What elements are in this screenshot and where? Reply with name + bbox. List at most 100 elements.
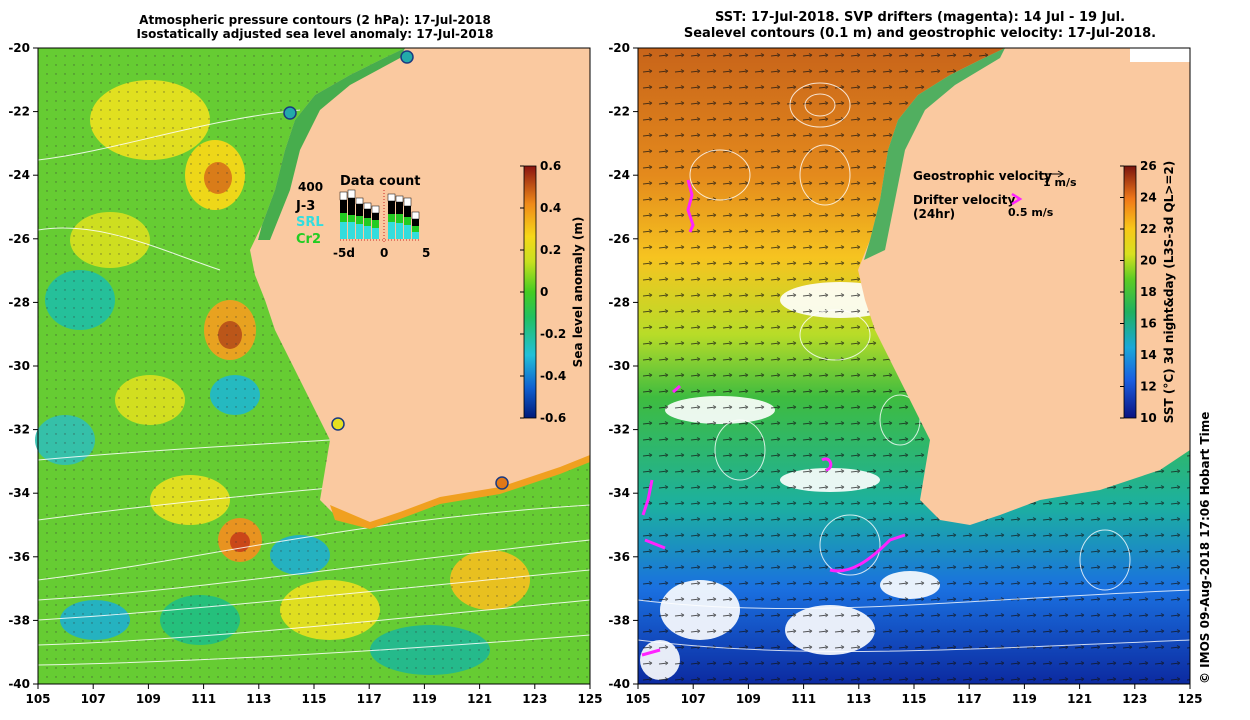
left-colorbar-label: Sea level anomaly (m)	[571, 217, 585, 368]
right-colorbar-label: SST (°C) 3d night&day (L3S-3d QL>=2)	[1162, 161, 1176, 424]
count-x-label: 0	[380, 246, 388, 260]
left-x-tick-label: 115	[301, 692, 326, 706]
mission-cr2: Cr2	[296, 232, 321, 247]
right-x-tick-label: 111	[791, 692, 816, 706]
left-x-tick-label: 123	[522, 692, 547, 706]
count-x-label: 5	[422, 246, 430, 260]
left-panel-title: Atmospheric pressure contours (2 hPa): 1…	[95, 13, 535, 41]
geo-velocity-speed: 1 m/s	[1043, 176, 1077, 189]
drifter-velocity-arrow	[1011, 192, 1023, 206]
velocity-legend: Geostrophic velocity 1 m/s Drifter veloc…	[913, 169, 1077, 221]
tide-gauge-marker	[400, 50, 414, 64]
left-x-tick-label: 113	[246, 692, 271, 706]
footer-credit: © IMOS 09-Aug-2018 17:06 Hobart Time	[1198, 412, 1212, 684]
data-count-title: Data count	[340, 174, 420, 189]
drifter-period: (24hr)	[913, 207, 955, 221]
right-y-tick-label: -36	[608, 550, 630, 564]
right-y-tick-label: -28	[608, 295, 630, 309]
data-count-bars	[339, 189, 420, 239]
sealevel-contours	[637, 82, 1191, 653]
right-x-tick-label: 119	[1012, 692, 1037, 706]
right-y-tick-label: -40	[608, 677, 630, 691]
right-x-tick-label: 107	[681, 692, 706, 706]
right-cb-tick-label: 16	[1140, 317, 1157, 331]
right-cb-tick-label: 12	[1140, 380, 1157, 394]
drifter-velocity-speed: 0.5 m/s	[1008, 206, 1054, 219]
left-colorbar-ticks: 0.6 0.4 0.2 0 -0.2 -0.4 -0.6	[520, 159, 566, 425]
right-map: Geostrophic velocity 1 m/s Drifter veloc…	[637, 47, 1191, 685]
right-cb-tick-label: 26	[1140, 159, 1157, 173]
left-y-tick-label: -26	[8, 232, 30, 246]
svp-drifters	[641, 179, 906, 657]
left-cb-tick-label: 0.2	[540, 243, 561, 257]
left-title-line1: Atmospheric pressure contours (2 hPa): 1…	[139, 13, 491, 27]
left-x-tick-label: 125	[577, 692, 602, 706]
left-title-line2: Isostatically adjusted sea level anomaly…	[136, 27, 494, 41]
left-y-tick-label: -20	[8, 41, 30, 55]
left-x-tick-label: 121	[467, 692, 492, 706]
mission-j3: J-3	[295, 199, 315, 214]
left-y-tick-label: -34	[8, 486, 30, 500]
geo-velocity-arrow	[1043, 170, 1064, 178]
left-cb-tick-label: -0.4	[540, 369, 566, 383]
left-x-tick-label: 105	[25, 692, 50, 706]
data-count-inset: Data count 400 J-3 SRL Cr2 -5d 0 5	[295, 174, 430, 260]
right-y-tick-label: -26	[608, 232, 630, 246]
left-y-tick-label: -30	[8, 359, 30, 373]
right-x-tick-label: 109	[736, 692, 761, 706]
left-axes: 105 107 109 111 113 115 117 119 121 123 125 -20 -22 -…	[8, 41, 602, 706]
left-y-tick-label: -38	[8, 613, 30, 627]
right-cb-tick-label: 18	[1140, 285, 1157, 299]
data-count-max: 400	[298, 180, 323, 194]
right-axes: 105 107 109 111 113 115 117 119 121 123 125 -20 -22 -…	[608, 41, 1202, 706]
right-cb-tick-label: 14	[1140, 348, 1157, 362]
right-x-tick-label: 121	[1067, 692, 1092, 706]
right-y-tick-label: -20	[608, 41, 630, 55]
right-x-tick-label: 115	[901, 692, 926, 706]
right-y-tick-label: -32	[608, 423, 630, 437]
right-title-line2: Sealevel contours (0.1 m) and geostrophi…	[683, 26, 1157, 41]
right-colorbar-ticks: 26 24 22 20 18 16 14 12 10	[1120, 159, 1157, 425]
right-x-tick-label: 105	[625, 692, 650, 706]
left-y-tick-label: -40	[8, 677, 30, 691]
right-y-tick-label: -34	[608, 486, 630, 500]
left-cb-tick-label: -0.2	[540, 327, 566, 341]
drifter-velocity-label: Drifter velocity	[913, 193, 1015, 207]
right-y-tick-label: -30	[608, 359, 630, 373]
left-map: Data count 400 J-3 SRL Cr2 -5d 0 5	[35, 47, 591, 685]
left-x-tick-label: 119	[412, 692, 437, 706]
mission-srl: SRL	[296, 215, 324, 230]
left-y-tick-label: -28	[8, 295, 30, 309]
right-australia-land	[858, 48, 1190, 525]
right-colorbar: 26 24 22 20 18 16 14 12 10 SST (°C) 3d night&day…	[1120, 159, 1176, 425]
left-australia-land	[250, 48, 590, 525]
left-colorbar: 0.6 0.4 0.2 0 -0.2 -0.4 -0.6 Sea level anomaly…	[520, 159, 585, 425]
tide-gauge-marker	[283, 106, 297, 120]
pressure-contours	[37, 109, 591, 666]
left-y-tick-label: -36	[8, 550, 30, 564]
left-x-tick-label: 109	[136, 692, 161, 706]
right-y-tick-label: -22	[608, 105, 630, 119]
right-cb-tick-label: 20	[1140, 254, 1157, 268]
left-y-tick-label: -24	[8, 168, 30, 182]
left-cb-tick-label: 0.6	[540, 159, 561, 173]
left-y-tick-label: -32	[8, 423, 30, 437]
left-cb-tick-label: 0	[540, 285, 548, 299]
right-x-tick-label: 117	[957, 692, 982, 706]
right-y-tick-label: -24	[608, 168, 630, 182]
right-x-tick-label: 125	[1177, 692, 1202, 706]
right-x-tick-label: 113	[846, 692, 871, 706]
tide-gauge-marker	[331, 417, 345, 431]
right-cb-tick-label: 10	[1140, 411, 1157, 425]
right-cb-tick-label: 22	[1140, 222, 1157, 236]
right-y-tick-label: -38	[608, 613, 630, 627]
tide-gauge-marker	[495, 476, 509, 490]
right-x-tick-label: 123	[1122, 692, 1147, 706]
left-y-tick-label: -22	[8, 105, 30, 119]
left-cb-tick-label: 0.4	[540, 201, 561, 215]
count-x-label: -5d	[333, 246, 355, 260]
left-cb-tick-label: -0.6	[540, 411, 566, 425]
left-x-tick-label: 107	[81, 692, 106, 706]
right-panel-title: SST: 17-Jul-2018. SVP drifters (magenta)…	[660, 10, 1180, 42]
